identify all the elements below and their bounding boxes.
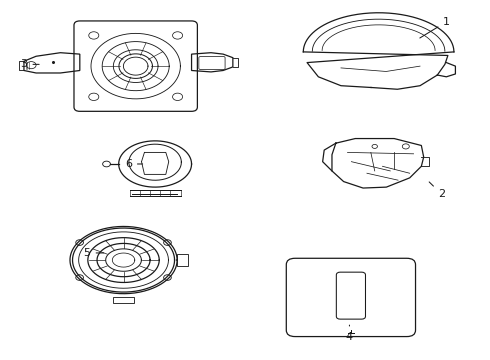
Text: 1: 1: [420, 17, 450, 38]
Text: 5: 5: [84, 248, 104, 258]
Text: 6: 6: [125, 159, 143, 169]
Text: 4: 4: [346, 325, 353, 342]
Text: 3: 3: [21, 59, 39, 69]
Text: 2: 2: [429, 182, 445, 199]
